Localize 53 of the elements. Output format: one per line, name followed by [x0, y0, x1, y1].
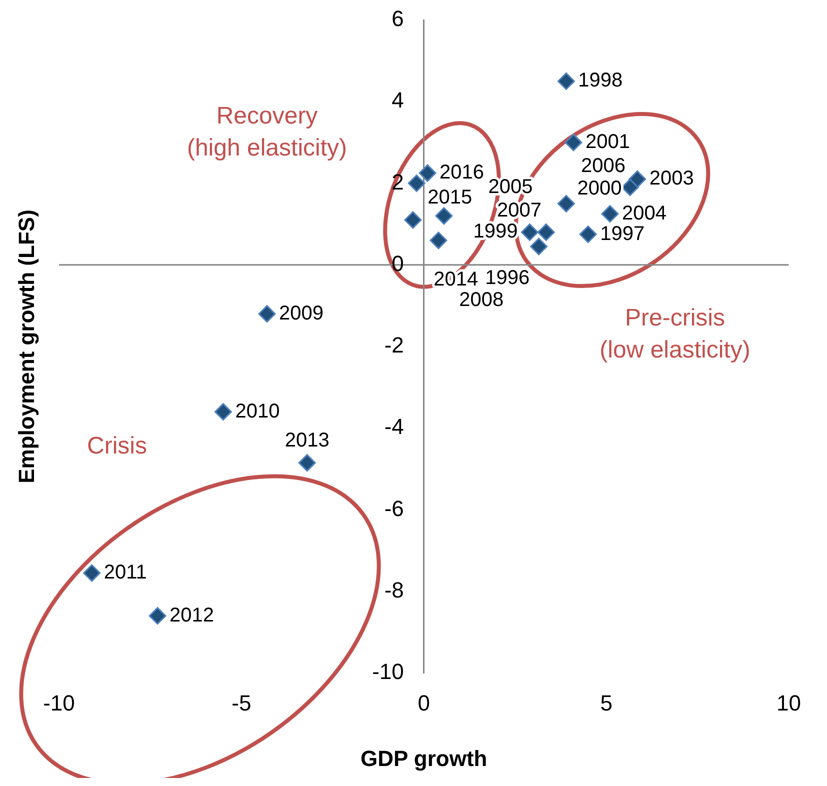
y-tick-label: -6: [384, 496, 404, 521]
y-axis-title: Employment growth (LFS): [14, 210, 40, 484]
point: [530, 238, 548, 256]
point: [258, 305, 276, 323]
x-tick-label: -5: [232, 690, 252, 716]
annotation: 2001: [585, 130, 630, 153]
annotation: 1997: [600, 222, 645, 245]
annotation: 2008: [459, 288, 504, 311]
point: [621, 178, 639, 196]
annotation: 2009: [278, 302, 324, 324]
point: [557, 72, 575, 90]
annotation: 1996: [485, 267, 530, 290]
point: [564, 134, 582, 152]
x-tick-label: 10: [776, 690, 802, 716]
point: [601, 205, 619, 223]
point: [83, 564, 101, 582]
point: [430, 232, 448, 250]
point: [579, 226, 597, 244]
y-tick-label: -2: [384, 332, 404, 358]
annotation: Pre-crisis (low elasticity): [600, 304, 750, 364]
point: [435, 207, 453, 225]
annotation: 2003: [649, 168, 694, 190]
y-tick-label: -8: [384, 577, 404, 602]
annotation: 2015: [428, 186, 472, 208]
point: [214, 403, 232, 421]
annotation: Recovery (high elasticity): [186, 102, 348, 162]
point: [148, 607, 166, 625]
point: [404, 211, 422, 229]
x-tick-label: 0: [418, 690, 430, 716]
point: [298, 454, 316, 472]
annotation: 2004: [622, 202, 666, 224]
annotation: 2006: [580, 154, 626, 177]
annotation: 1998: [578, 70, 623, 92]
y-tick-label: 4: [392, 88, 404, 113]
point: [418, 164, 436, 182]
point: [408, 174, 426, 192]
annotation: 2016: [440, 162, 484, 184]
annotation: 2013: [284, 429, 330, 452]
y-tick-label: 6: [392, 6, 404, 32]
annotation: 2011: [104, 562, 147, 584]
y-tick-label: -10: [372, 659, 404, 684]
annotation: 2000: [577, 178, 622, 200]
x-tick-label: -10: [43, 690, 75, 716]
x-axis-title: GDP growth: [360, 746, 488, 772]
y-tick-label: 0: [392, 250, 404, 276]
y-tick-label: -4: [384, 414, 404, 440]
x-tick-label: 5: [600, 690, 612, 716]
point: [537, 223, 555, 241]
annotation: 2010: [235, 400, 280, 422]
annotation: Crisis: [87, 432, 147, 460]
annotation: 2012: [170, 604, 214, 626]
point: [520, 223, 538, 241]
point: [557, 194, 575, 212]
